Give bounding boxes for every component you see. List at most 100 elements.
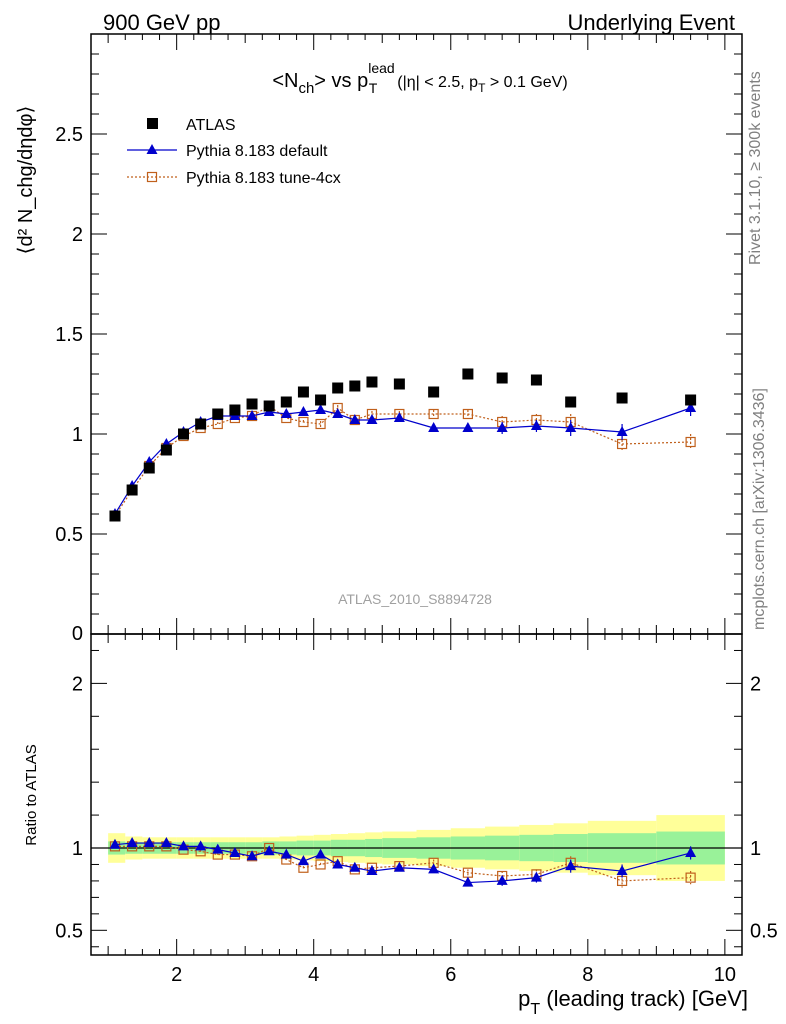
data-point-triangle (315, 848, 327, 859)
atlas-data-point (229, 404, 241, 416)
atlas-data-point (212, 408, 224, 420)
title-main: <N (272, 70, 298, 92)
data-point-triangle (616, 426, 628, 436)
data-point-triangle (496, 422, 508, 432)
atlas-data-point (297, 386, 309, 398)
data-point-square-open (685, 872, 696, 883)
data-point-triangle (393, 412, 405, 422)
atlas-data-point (109, 510, 121, 522)
atlas-data-point (143, 462, 155, 474)
data-point-triangle (530, 420, 542, 430)
data-point-triangle (565, 422, 577, 432)
header-right-title: Underlying Event (567, 10, 735, 35)
atlas-data-point (263, 400, 275, 412)
x-tick-label: 6 (445, 964, 456, 986)
data-point-triangle (565, 860, 577, 871)
data-point-square-open (428, 408, 439, 420)
data-point-triangle (366, 414, 378, 424)
data-point-triangle (315, 404, 327, 414)
data-point-triangle (332, 858, 344, 869)
rivet-note: Rivet 3.1.10, ≥ 300k events (747, 71, 764, 265)
header-left-title: 900 GeV pp (103, 10, 220, 35)
data-point-square-open (462, 408, 473, 420)
atlas-data-point (530, 374, 542, 386)
title-cuts-end: > 0.1 GeV) (485, 74, 567, 91)
data-point-triangle (616, 865, 628, 876)
data-point-triangle (178, 840, 190, 851)
main-y-tick-label: 2 (72, 224, 83, 246)
atlas-data-point (616, 392, 628, 404)
data-point-triangle (109, 838, 121, 849)
ratio-y-tick-label-right: 1 (750, 838, 761, 860)
data-point-triangle (297, 855, 309, 866)
atlas-data-point (496, 372, 508, 384)
x-tick-label: 8 (582, 964, 593, 986)
data-point-triangle (462, 422, 474, 432)
data-point-triangle (530, 871, 542, 882)
atlas-data-point (393, 378, 405, 390)
main-y-tick-label-zero: 0 (72, 623, 83, 645)
data-point-square-open (685, 436, 696, 448)
data-point-triangle (496, 874, 508, 885)
ratio-y-tick-label-left: 2 (72, 673, 83, 695)
analysis-watermark: ATLAS_2010_S8894728 (338, 591, 492, 607)
data-point-triangle (428, 863, 440, 874)
x-tick-label: 4 (308, 964, 319, 986)
data-point-triangle (332, 408, 344, 418)
legend-marker-default (146, 144, 158, 154)
atlas-data-point (332, 382, 344, 394)
legend-marker-tune4cx (146, 171, 158, 183)
data-point-square-open (315, 418, 326, 430)
data-point-triangle (280, 408, 292, 418)
legend-marker-atlas (147, 118, 158, 129)
data-point-triangle (462, 876, 474, 887)
main-panel: 0.5 1 1.5 2 2.5 0 (55, 33, 743, 645)
atlas-data-point (246, 398, 258, 410)
data-point-triangle (160, 837, 172, 848)
atlas-data-point (428, 386, 440, 398)
data-point-triangle (229, 846, 241, 857)
x-tick-label: 10 (714, 964, 736, 986)
title-sup: lead (368, 60, 394, 76)
data-point-triangle (263, 845, 275, 856)
atlas-data-point (126, 484, 138, 496)
data-point-triangle (393, 861, 405, 872)
main-y-tick-label: 1 (72, 424, 83, 446)
xlabel-rest: (leading track) [GeV] (540, 986, 748, 1011)
mcplots-note: mcplots.cern.ch [arXiv:1306.3436] (751, 388, 768, 630)
ratio-y-tick-label-left: 1 (72, 838, 83, 860)
data-point-triangle (428, 422, 440, 432)
atlas-data-point (315, 394, 327, 406)
ratio-ylabel: Ratio to ATLAS (23, 744, 40, 845)
legend-label-atlas: ATLAS (186, 117, 236, 134)
data-point-triangle (685, 402, 697, 412)
atlas-data-point (565, 396, 577, 408)
data-point-triangle (349, 414, 361, 424)
data-point-square-open (315, 859, 326, 870)
ratio-panel: 2 4 6 8 10 0.5 0.5 1 1 2 2 (55, 633, 778, 986)
xlabel-sub: T (530, 1001, 540, 1018)
ratio-y-tick-label-right: 0.5 (750, 920, 778, 942)
x-tick-label: 2 (171, 964, 182, 986)
data-point-triangle (280, 848, 292, 859)
data-point-triangle (212, 843, 224, 854)
data-point-triangle (126, 837, 138, 848)
atlas-data-point (685, 394, 697, 406)
atlas-data-point (366, 376, 378, 388)
ratio-y-tick-label-right: 2 (750, 673, 761, 695)
series-line (114, 405, 691, 517)
main-ylabel: ⟨d² N_chg/dηdφ⟩ (15, 106, 37, 255)
main-y-tick-label: 2.5 (55, 124, 83, 146)
data-point-triangle (143, 837, 155, 848)
data-point-triangle (349, 861, 361, 872)
ratio-y-tick-label-left: 0.5 (55, 920, 83, 942)
main-title: <Nch> vs plead T (|η| < 2.5, pT > 0.1 GeV) (272, 60, 567, 97)
data-point-triangle (685, 846, 697, 857)
title-sub2: T (369, 80, 378, 96)
data-point-triangle (195, 840, 207, 851)
atlas-data-point (349, 380, 361, 392)
legend: ATLAS Pythia 8.183 default Pythia 8.183 … (127, 117, 341, 187)
main-y-tick-label: 1.5 (55, 324, 83, 346)
